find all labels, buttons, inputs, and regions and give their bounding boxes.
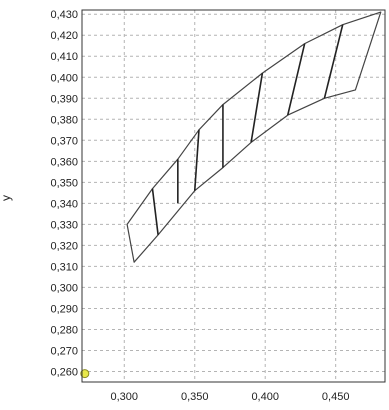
series-outline xyxy=(126,11,382,263)
y-tick-label: 0,300 xyxy=(50,282,78,294)
y-tick-label: 0,350 xyxy=(50,177,78,189)
series-ruling-segment xyxy=(151,188,159,235)
y-tick-label: 0,420 xyxy=(50,30,78,42)
y-tick-label: 0,260 xyxy=(50,366,78,378)
y-tick-label: 0,280 xyxy=(50,324,78,336)
y-tick-label: 0,400 xyxy=(50,72,78,84)
x-tick-label: 0,300 xyxy=(111,391,139,403)
y-tick-label: 0,390 xyxy=(50,93,78,105)
y-tick-label: 0,430 xyxy=(50,9,78,21)
grid-layer xyxy=(82,10,385,382)
x-tick-label: 0,350 xyxy=(181,391,209,403)
y-tick-labels: 0,260 0,270 0,280 0,290 0,300 0,310 0,320 0,330… xyxy=(50,9,78,378)
y-tick-label: 0,370 xyxy=(50,135,78,147)
y-tick-label: 0,340 xyxy=(50,198,78,210)
y-tick-label: 0,330 xyxy=(50,219,78,231)
x-tick-labels: 0,300 0,350 0,400 0,450 xyxy=(111,391,350,403)
y-axis-title: y xyxy=(0,195,13,201)
marker-layer xyxy=(80,369,90,379)
y-tick-label: 0,360 xyxy=(50,156,78,168)
series-ruling-segment xyxy=(286,43,306,116)
y-tick-label: 0,410 xyxy=(50,51,78,63)
series-ruling-segment xyxy=(193,129,200,191)
y-tick-label: 0,310 xyxy=(50,261,78,273)
origin-marker xyxy=(80,369,90,379)
x-tick-label: 0,450 xyxy=(322,391,350,403)
series-layer xyxy=(126,11,382,263)
x-tick-label: 0,400 xyxy=(251,391,279,403)
series-ruling-segment xyxy=(323,24,344,99)
y-tick-label: 0,320 xyxy=(50,240,78,252)
series-ruling-segment xyxy=(250,72,264,143)
y-tick-label: 0,270 xyxy=(50,345,78,357)
y-tick-label: 0,290 xyxy=(50,303,78,315)
y-tick-label: 0,380 xyxy=(50,114,78,126)
plot-frame xyxy=(81,9,386,383)
